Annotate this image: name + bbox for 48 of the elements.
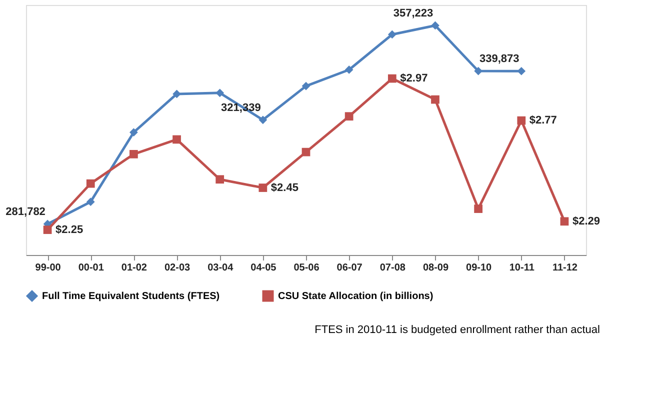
point (258, 184, 268, 192)
point (388, 30, 396, 39)
point (302, 82, 310, 90)
point (517, 116, 526, 125)
point (258, 116, 268, 124)
point (302, 148, 310, 156)
x-tick-label: 03-04 (208, 262, 234, 274)
data-label: 339,873 (480, 53, 520, 66)
x-tick-label: 04-05 (250, 262, 277, 274)
data-label: 281,782 (6, 206, 46, 218)
x-tick-label: 08-09 (422, 262, 449, 274)
point (474, 66, 482, 76)
point (216, 88, 224, 98)
point (130, 128, 138, 137)
point (560, 217, 569, 226)
point (216, 175, 224, 184)
data-label: $2.77 (529, 114, 557, 127)
x-tick-label: 10-11 (509, 262, 535, 274)
x-tick-label: 06-07 (336, 262, 363, 274)
point (431, 95, 440, 104)
data-label: $2.29 (572, 215, 600, 228)
x-tick-label: 05-06 (294, 262, 320, 274)
data-label: 357,223 (393, 7, 434, 20)
x-tick-label: 01-02 (121, 262, 148, 274)
x-tick-label: 07-08 (380, 262, 406, 274)
x-tick-label: 09-10 (466, 262, 492, 274)
point (388, 74, 396, 83)
x-tick-label: 00-01 (78, 262, 104, 274)
point (344, 112, 354, 121)
point (474, 204, 482, 213)
point (172, 135, 181, 144)
x-tick-label: 11-12 (552, 262, 578, 274)
point (43, 226, 52, 234)
point (130, 150, 138, 158)
point (172, 90, 181, 98)
x-tick-label: 02-03 (164, 262, 190, 274)
point (344, 66, 354, 74)
point (431, 21, 440, 30)
data-label: $2.97 (400, 72, 428, 85)
point (86, 198, 95, 206)
point (517, 66, 526, 76)
x-tick-label: 99-00 (35, 262, 62, 274)
data-label: $2.45 (270, 182, 298, 194)
point (86, 179, 95, 188)
text: FTES in 2010-11 is budgeted enrollment rather than actual (314, 324, 600, 336)
legend-label: Full Time Equivalent Students (FTES) (42, 291, 220, 302)
data-label: $2.25 (56, 224, 84, 236)
legend-label: CSU State Allocation (in billions) (278, 291, 434, 302)
